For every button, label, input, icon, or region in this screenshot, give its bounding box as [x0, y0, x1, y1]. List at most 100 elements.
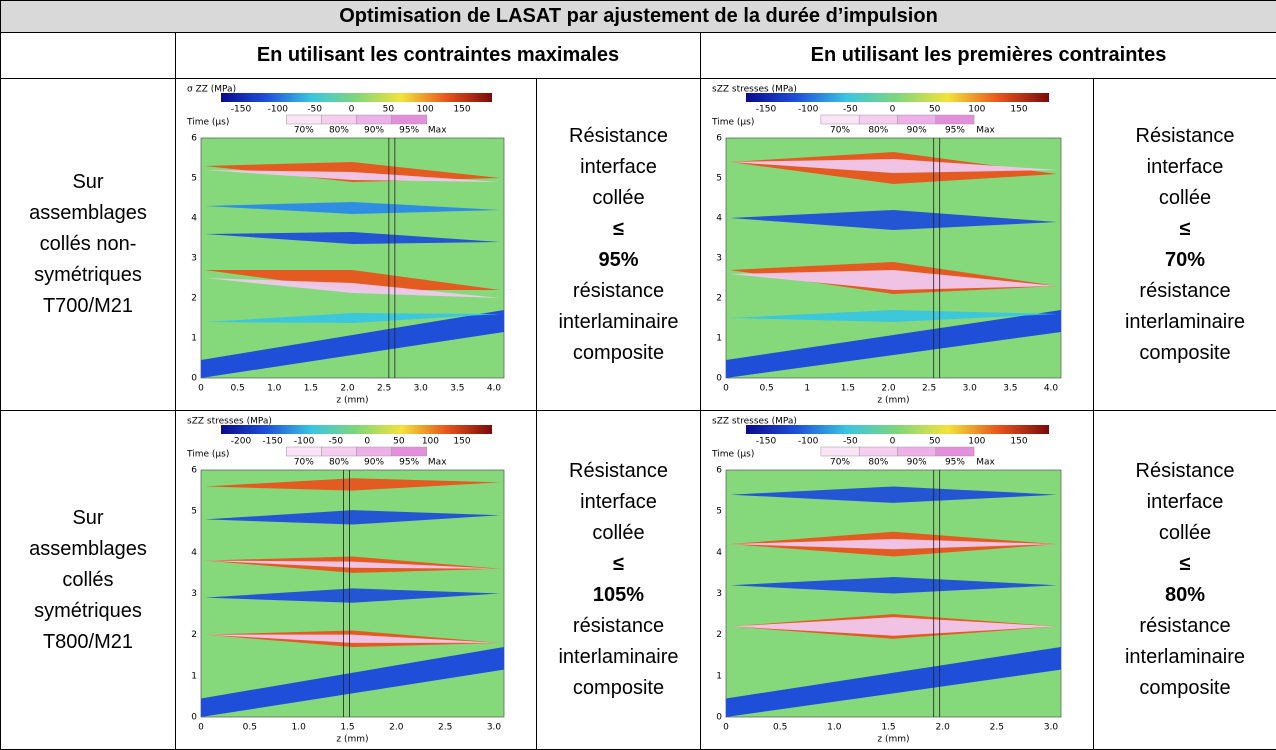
- y-tick-label: 3: [716, 253, 722, 263]
- y-tick-label: 3: [716, 589, 722, 599]
- colorbar-tick: -150: [262, 436, 283, 446]
- empty-cell: [1, 33, 176, 79]
- colorbar-tick: -100: [267, 104, 288, 114]
- criterion-line: interface: [537, 152, 700, 183]
- colorbar-tick: 0: [364, 436, 370, 446]
- colorbar-tick: -150: [755, 104, 776, 114]
- criterion-line: collée: [537, 518, 700, 549]
- x-tick-label: 0: [723, 722, 729, 732]
- colorbar-tick: 50: [928, 436, 940, 446]
- x-tick-label: 2.0: [881, 383, 896, 393]
- criterion-line: 70%: [1094, 245, 1276, 276]
- y-tick-label: 1: [716, 671, 722, 681]
- colorbar-tick: 150: [453, 104, 470, 114]
- level-swatch: [356, 447, 391, 456]
- row-label-line: Sur: [1, 167, 175, 198]
- y-axis-label: Time (µs): [186, 449, 229, 459]
- colorbar-tick: -50: [328, 436, 343, 446]
- criterion-line: composite: [1094, 673, 1276, 704]
- x-tick-label: 1.0: [267, 383, 282, 393]
- level-swatch: [859, 115, 897, 124]
- y-tick-label: 0: [191, 712, 197, 722]
- criterion-line: interface: [537, 487, 700, 518]
- level-label: 80%: [328, 457, 348, 467]
- colorbar-tick: -150: [230, 104, 251, 114]
- row-label-line: T800/M21: [1, 627, 175, 658]
- row-label-line: T700/M21: [1, 291, 175, 322]
- level-swatch: [935, 115, 973, 124]
- level-swatch: [897, 115, 935, 124]
- y-tick-label: 0: [716, 712, 722, 722]
- colorbar-tick: 100: [416, 104, 433, 114]
- colorbar-tick: 50: [928, 104, 940, 114]
- level-swatch: [391, 115, 426, 124]
- x-tick-label: 1: [804, 383, 810, 393]
- level-label: 95%: [944, 457, 964, 467]
- criterion-line: collée: [1094, 518, 1276, 549]
- level-swatch: [859, 447, 897, 456]
- x-tick-label: 1.0: [827, 722, 842, 732]
- colorbar-tick: 150: [1010, 436, 1027, 446]
- y-tick-label: 5: [191, 173, 197, 183]
- x-tick-label: 0.5: [773, 722, 787, 732]
- y-tick-label: 6: [191, 133, 197, 143]
- y-tick-label: 4: [191, 213, 197, 223]
- criterion-line: Résistance: [1094, 121, 1276, 152]
- level-label: 80%: [328, 125, 348, 135]
- y-tick-label: 2: [716, 630, 722, 640]
- x-axis-label: z (mm): [336, 395, 368, 405]
- colorbar-tick: 0: [348, 104, 354, 114]
- row-label-line: symétriques: [1, 596, 175, 627]
- criterion-line: Résistance: [537, 121, 700, 152]
- level-label: Max: [976, 457, 995, 467]
- row-label-line: Sur: [1, 503, 175, 534]
- y-tick-label: 2: [191, 293, 197, 303]
- x-tick-label: 1.5: [881, 722, 895, 732]
- y-tick-label: 5: [191, 506, 197, 516]
- y-tick-label: 4: [191, 547, 197, 557]
- level-label: 70%: [830, 125, 850, 135]
- x-tick-label: 1.5: [340, 722, 354, 732]
- column-header: En utilisant les premières contraintes: [701, 33, 1276, 79]
- level-label: 90%: [906, 457, 926, 467]
- x-tick-label: 3.5: [1003, 383, 1017, 393]
- level-swatch: [286, 447, 321, 456]
- level-label: 90%: [364, 125, 384, 135]
- level-label: 90%: [906, 125, 926, 135]
- x-axis-label: z (mm): [877, 395, 909, 405]
- level-label: 90%: [364, 457, 384, 467]
- x-tick-label: 2.0: [389, 722, 404, 732]
- y-tick-label: 0: [716, 373, 722, 383]
- x-tick-label: 2.5: [376, 383, 390, 393]
- x-tick-label: 0.5: [242, 722, 256, 732]
- level-swatch: [391, 447, 426, 456]
- colorbar-tick: 0: [889, 436, 895, 446]
- colorbar-tick: 150: [453, 436, 470, 446]
- x-tick-label: 4.0: [1043, 383, 1058, 393]
- y-tick-label: 6: [716, 465, 722, 475]
- x-tick-label: 2.5: [438, 722, 452, 732]
- x-tick-label: 4.0: [486, 383, 501, 393]
- level-swatch: [286, 115, 321, 124]
- x-axis-label: z (mm): [877, 734, 909, 744]
- level-swatch: [321, 115, 356, 124]
- y-axis-label: Time (µs): [186, 117, 229, 127]
- x-tick-label: 3.0: [413, 383, 428, 393]
- x-tick-label: 2.5: [921, 383, 935, 393]
- x-tick-label: 3.5: [450, 383, 464, 393]
- x-tick-label: 1.5: [303, 383, 317, 393]
- colorbar-tick: -150: [755, 436, 776, 446]
- level-label: 80%: [868, 457, 888, 467]
- x-tick-label: 2.0: [935, 722, 950, 732]
